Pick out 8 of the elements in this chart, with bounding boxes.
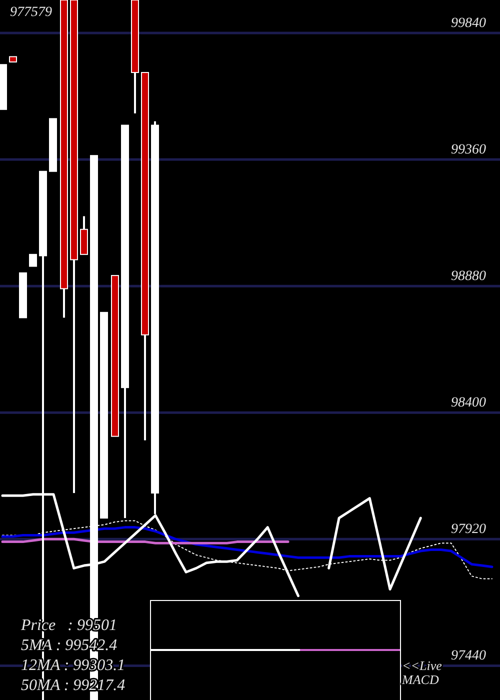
y-tick-label: 97920 xyxy=(451,522,486,538)
y-tick-label: 98880 xyxy=(451,269,486,284)
y-tick-label: 97440 xyxy=(451,648,486,664)
y-tick-label: 99360 xyxy=(451,142,486,158)
annotation: <<Live MACD xyxy=(401,658,442,687)
y-tick-label: 99840 xyxy=(451,16,486,31)
y-tick-label: 98400 xyxy=(451,396,486,411)
chart-title: 977579 xyxy=(10,5,52,20)
